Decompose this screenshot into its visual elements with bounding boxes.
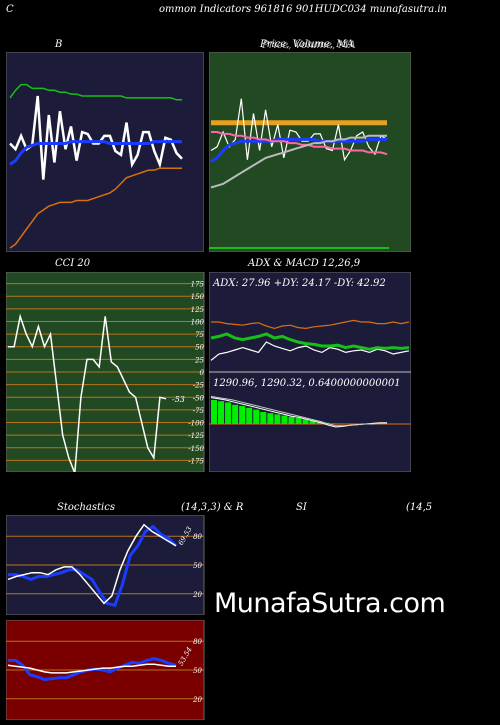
macd-bar	[253, 409, 260, 424]
macd-values: 1290.96, 1290.32, 0.6400000000001	[213, 378, 401, 389]
adx-series-line	[210, 341, 410, 361]
cci-tick-label: 50	[195, 344, 204, 352]
stochastics-tick-label: 80	[193, 533, 202, 541]
bollinger-panel	[6, 52, 204, 252]
cci-panel: 175 150 125 100 75 50 25 0 -25 -50 -75 -100 -125 -150…	[6, 272, 205, 472]
macd-bar	[288, 416, 295, 424]
rsi-tick-label: 50	[193, 667, 202, 675]
stochastics-tick-label: 20	[192, 591, 202, 599]
header-left: C	[6, 4, 14, 15]
cci-tick-label: -125	[188, 432, 204, 440]
cci-tick-label: 0	[200, 369, 205, 377]
header-title: ommon Indicators 961816 901HUDC034 munaf…	[159, 4, 447, 15]
stochastics-title-right: (14,3,3) & R	[181, 502, 244, 513]
macd-bar	[302, 419, 309, 424]
macd-bar	[218, 401, 225, 424]
macd-series-line	[210, 395, 387, 427]
price-title: Price, Volume, MA	[260, 39, 354, 50]
stochastics-series-line	[8, 524, 178, 608]
price-series-line	[210, 134, 387, 189]
price-series-line	[210, 137, 387, 163]
bollinger-series-line	[9, 83, 182, 101]
macd-bar	[260, 412, 267, 424]
adx-series-line	[210, 332, 410, 351]
cci-tick-label: -75	[193, 407, 205, 415]
rsi-title-right: (14,5	[406, 502, 433, 513]
rsi-title: SI	[296, 502, 307, 513]
macd-bar	[309, 420, 316, 424]
bollinger-series-line	[9, 140, 182, 166]
rsi-series-line	[7, 663, 176, 674]
stochastics-series-line	[7, 523, 177, 605]
macd-bar	[267, 413, 274, 424]
adx-panel: ADX: 27.96 +DY: 24.17 -DY: 42.92 1290.96…	[209, 272, 411, 472]
adx-title: ADX & MACD 12,26,9	[248, 258, 361, 269]
rsi-tick-label: 20	[192, 696, 202, 704]
macd-bar	[295, 418, 302, 424]
adx-series-line	[211, 319, 410, 330]
macd-bar	[274, 414, 281, 424]
price-title-overlap: Price, Volume, MA	[262, 40, 356, 51]
bollinger-title: B	[55, 39, 63, 50]
cci-last-value: -53	[172, 395, 185, 404]
macd-bar	[330, 423, 337, 424]
cci-tick-label: 100	[191, 318, 205, 326]
bollinger-series-line	[9, 95, 183, 180]
cci-tick-label: -175	[188, 457, 204, 465]
macd-bar	[239, 406, 246, 424]
price-panel	[209, 52, 411, 252]
cci-title: CCI 20	[55, 258, 91, 269]
stochastics-tick-label: 50	[193, 562, 202, 570]
cci-tick-label: -25	[193, 382, 205, 390]
cci-tick-label: 175	[191, 281, 205, 289]
price-series-line	[210, 98, 388, 162]
cci-tick-label: -150	[188, 445, 204, 453]
bollinger-bg	[6, 52, 204, 252]
macd-bar	[246, 407, 253, 424]
macd-bar	[281, 415, 288, 424]
macd-bar	[232, 404, 239, 424]
cci-tick-label: 150	[191, 293, 205, 301]
cci-tick-label: -100	[188, 420, 204, 428]
stochastics-title: Stochastics	[57, 502, 115, 513]
price-series-line	[211, 131, 388, 156]
cci-tick-label: 125	[191, 306, 205, 314]
bollinger-series-line	[9, 167, 182, 249]
cci-line	[8, 313, 167, 472]
cci-tick-label: 25	[194, 356, 204, 364]
macd-bar	[211, 400, 218, 424]
watermark: MunafaSutra.com	[214, 588, 446, 619]
macd-bar	[225, 402, 232, 424]
rsi-tick-label: 80	[193, 638, 202, 646]
cci-tick-label: 75	[195, 331, 204, 339]
cci-tick-label: -50	[193, 394, 205, 402]
adx-values: ADX: 27.96 +DY: 24.17 -DY: 42.92	[212, 278, 386, 289]
